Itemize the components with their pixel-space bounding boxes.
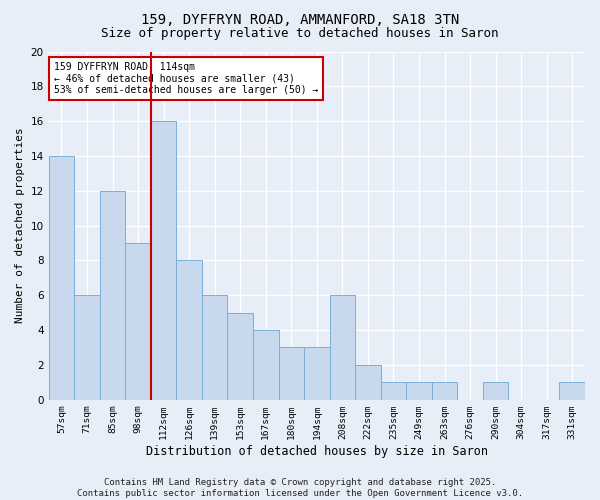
Bar bbox=[278, 348, 304, 400]
Bar bbox=[125, 243, 151, 400]
Bar bbox=[151, 121, 176, 400]
Text: 159 DYFFRYN ROAD: 114sqm
← 46% of detached houses are smaller (43)
53% of semi-d: 159 DYFFRYN ROAD: 114sqm ← 46% of detach… bbox=[54, 62, 319, 95]
Y-axis label: Number of detached properties: Number of detached properties bbox=[15, 128, 25, 324]
Text: Size of property relative to detached houses in Saron: Size of property relative to detached ho… bbox=[101, 28, 499, 40]
Bar bbox=[202, 295, 227, 400]
Bar bbox=[49, 156, 74, 400]
Bar bbox=[100, 190, 125, 400]
Bar bbox=[432, 382, 457, 400]
Bar bbox=[483, 382, 508, 400]
Bar bbox=[74, 295, 100, 400]
Bar bbox=[304, 348, 329, 400]
Bar bbox=[227, 312, 253, 400]
Bar bbox=[329, 295, 355, 400]
Bar bbox=[355, 365, 380, 400]
Bar bbox=[253, 330, 278, 400]
X-axis label: Distribution of detached houses by size in Saron: Distribution of detached houses by size … bbox=[146, 444, 488, 458]
Text: 159, DYFFRYN ROAD, AMMANFORD, SA18 3TN: 159, DYFFRYN ROAD, AMMANFORD, SA18 3TN bbox=[141, 12, 459, 26]
Bar bbox=[380, 382, 406, 400]
Text: Contains HM Land Registry data © Crown copyright and database right 2025.
Contai: Contains HM Land Registry data © Crown c… bbox=[77, 478, 523, 498]
Bar bbox=[176, 260, 202, 400]
Bar bbox=[559, 382, 585, 400]
Bar bbox=[406, 382, 432, 400]
